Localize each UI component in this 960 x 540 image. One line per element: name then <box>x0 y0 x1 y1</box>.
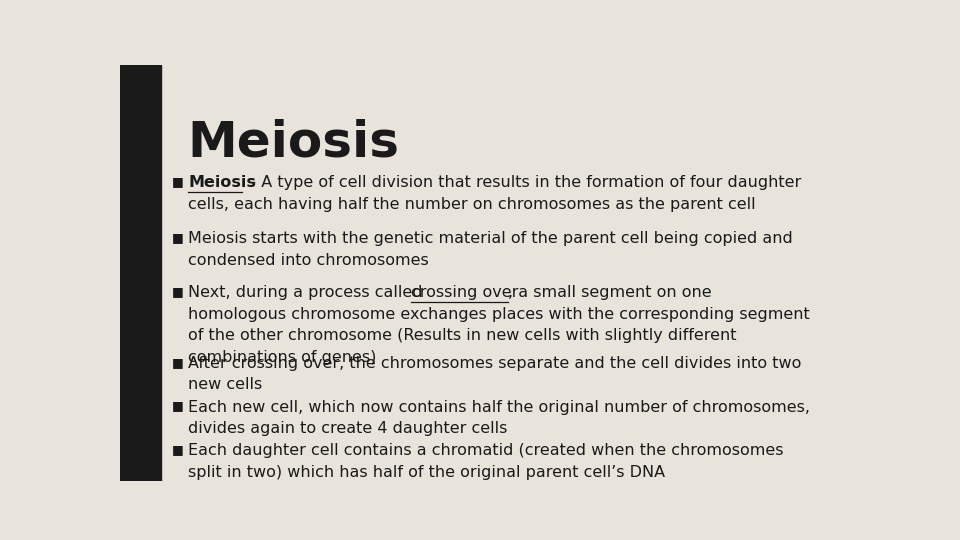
Text: Meiosis starts with the genetic material of the parent cell being copied and: Meiosis starts with the genetic material… <box>188 231 793 246</box>
Text: cells, each having half the number on chromosomes as the parent cell: cells, each having half the number on ch… <box>188 197 756 212</box>
Text: ■: ■ <box>172 285 183 298</box>
Text: homologous chromosome exchanges places with the corresponding segment: homologous chromosome exchanges places w… <box>188 307 810 322</box>
Text: of the other chromosome (Results in new cells with slightly different: of the other chromosome (Results in new … <box>188 328 737 343</box>
Text: divides again to create 4 daughter cells: divides again to create 4 daughter cells <box>188 421 508 436</box>
Text: After crossing over, the chromosomes separate and the cell divides into two: After crossing over, the chromosomes sep… <box>188 356 802 371</box>
Text: Each new cell, which now contains half the original number of chromosomes,: Each new cell, which now contains half t… <box>188 400 810 415</box>
Text: new cells: new cells <box>188 377 263 393</box>
Text: ■: ■ <box>172 443 183 456</box>
Text: Next, during a process called: Next, during a process called <box>188 285 428 300</box>
Text: condensed into chromosomes: condensed into chromosomes <box>188 253 429 268</box>
Text: crossing over: crossing over <box>411 285 518 300</box>
Text: ■: ■ <box>172 400 183 413</box>
Text: ■: ■ <box>172 356 183 369</box>
Bar <box>120 65 161 481</box>
Text: combinations of genes): combinations of genes) <box>188 350 377 365</box>
Text: ■: ■ <box>172 175 183 188</box>
Text: Each daughter cell contains a chromatid (created when the chromosomes: Each daughter cell contains a chromatid … <box>188 443 784 458</box>
Text: Meiosis: Meiosis <box>188 175 256 190</box>
Text: – A type of cell division that results in the formation of four daughter: – A type of cell division that results i… <box>243 175 802 190</box>
Text: split in two) which has half of the original parent cell’s DNA: split in two) which has half of the orig… <box>188 465 665 480</box>
Text: , a small segment on one: , a small segment on one <box>508 285 711 300</box>
Text: Meiosis: Meiosis <box>187 119 399 167</box>
Text: ■: ■ <box>172 231 183 244</box>
